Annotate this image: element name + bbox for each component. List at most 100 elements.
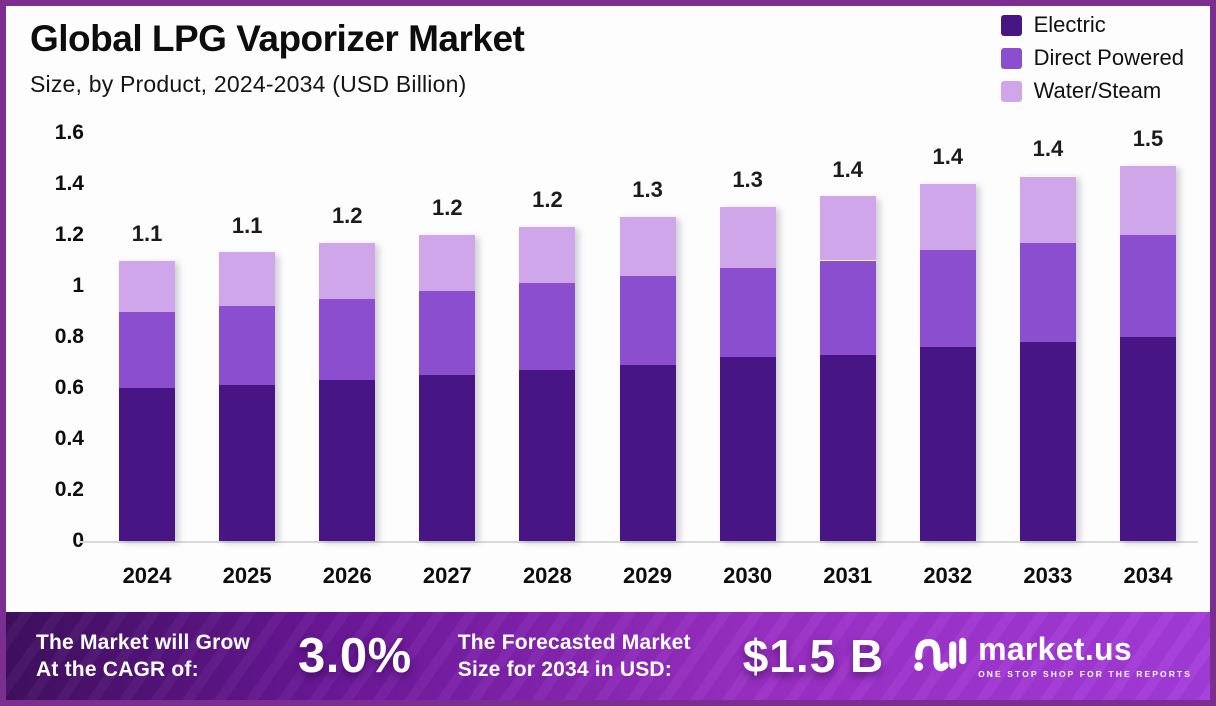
bar-slot-2033: 1.4 xyxy=(998,121,1098,541)
total-label-2032: 1.4 xyxy=(932,144,964,169)
bar-2027 xyxy=(419,235,476,541)
bar-2033 xyxy=(1019,176,1076,541)
segment-electric-2025 xyxy=(219,385,276,541)
brand-name: market.us xyxy=(978,631,1132,667)
total-label-2029: 1.3 xyxy=(632,177,663,202)
segment-water-steam-2029 xyxy=(619,217,676,276)
total-label-2026: 1.2 xyxy=(331,203,363,228)
y-tick-0.2: 0.2 xyxy=(54,478,84,501)
legend-item-direct-powered: Direct Powered xyxy=(1000,45,1184,70)
legend-label: Electric xyxy=(1033,12,1106,37)
x-label-2026: 2026 xyxy=(322,563,372,588)
cagr-label-line1: The Market will Grow xyxy=(36,630,251,654)
bar-2024 xyxy=(119,261,176,541)
plot-area: 1.1 1.1 1.2 1.2 1.2 1.3 1.3 1.4 1.4 1.4 1.5 xyxy=(79,121,1198,543)
bar-2029 xyxy=(619,217,676,541)
total-label-2027: 1.2 xyxy=(432,195,463,220)
bar-slot-2034: 1.5 xyxy=(1098,121,1198,541)
y-tick-1.4: 1.4 xyxy=(54,172,84,195)
bar-2026 xyxy=(319,243,376,541)
x-label-2030: 2030 xyxy=(723,563,773,588)
segment-direct-powered-2032 xyxy=(919,250,976,347)
bar-slot-2029: 1.3 xyxy=(597,121,697,541)
cagr-value: 3.0% xyxy=(298,629,412,683)
x-label-2025: 2025 xyxy=(222,563,272,588)
y-tick-1.6: 1.6 xyxy=(54,121,84,144)
header: Global LPG Vaporizer Market Size, by Pro… xyxy=(30,18,525,98)
legend-swatch xyxy=(1000,14,1022,36)
bar-2034 xyxy=(1119,166,1176,541)
total-label-2030: 1.3 xyxy=(732,167,763,192)
segment-direct-powered-2031 xyxy=(819,261,876,355)
segment-electric-2028 xyxy=(519,370,576,541)
total-label-2034: 1.5 xyxy=(1132,126,1164,151)
bar-slot-2025: 1.1 xyxy=(197,121,297,541)
x-label-2031: 2031 xyxy=(823,563,873,588)
segment-electric-2027 xyxy=(419,375,476,541)
legend: Electric Direct Powered Water/Steam xyxy=(1000,12,1184,113)
y-tick-1: 1 xyxy=(72,274,84,297)
x-label-2034: 2034 xyxy=(1123,563,1173,588)
y-axis: 0 0.2 0.4 0.6 0.8 1 1.2 1.4 1.6 xyxy=(24,121,84,552)
segment-water-steam-2031 xyxy=(819,196,876,260)
bar-slot-2026: 1.2 xyxy=(297,121,397,541)
x-label-2028: 2028 xyxy=(522,563,572,588)
segment-water-steam-2030 xyxy=(719,207,776,268)
segment-water-steam-2025 xyxy=(219,252,276,306)
segment-electric-2030 xyxy=(719,357,776,541)
market-us-logo-icon xyxy=(914,637,967,672)
bar-slot-2032: 1.4 xyxy=(898,121,998,541)
segment-water-steam-2026 xyxy=(319,243,376,299)
forecast-label-line2: Size for 2034 in USD: xyxy=(457,658,672,681)
segment-electric-2034 xyxy=(1119,337,1176,541)
bar-slot-2024: 1.1 xyxy=(97,121,197,541)
legend-item-water-steam: Water/Steam xyxy=(1000,78,1184,103)
bar-slot-2028: 1.2 xyxy=(497,121,597,541)
segment-water-steam-2033 xyxy=(1019,177,1076,243)
legend-item-electric: Electric xyxy=(1000,12,1184,37)
total-label-2024: 1.1 xyxy=(131,221,163,246)
page-subtitle: Size, by Product, 2024-2034 (USD Billion… xyxy=(30,70,467,97)
y-tick-0.6: 0.6 xyxy=(54,376,84,399)
cagr-label-line2: At the CAGR of: xyxy=(36,658,199,681)
bar-2032 xyxy=(919,184,976,541)
y-tick-0.4: 0.4 xyxy=(54,427,84,450)
segment-water-steam-2034 xyxy=(1119,166,1176,235)
segment-electric-2026 xyxy=(319,380,376,541)
y-tick-0.8: 0.8 xyxy=(54,325,84,348)
legend-swatch xyxy=(1000,47,1022,69)
forecast-value: $1.5 B xyxy=(742,630,885,682)
bar-2031 xyxy=(819,196,876,541)
segment-direct-powered-2024 xyxy=(119,311,176,388)
segment-water-steam-2032 xyxy=(919,184,976,250)
segment-direct-powered-2025 xyxy=(219,306,276,385)
segment-water-steam-2027 xyxy=(419,235,476,291)
total-label-2031: 1.4 xyxy=(832,157,863,182)
legend-label: Water/Steam xyxy=(1033,78,1162,103)
x-label-2032: 2032 xyxy=(923,563,973,588)
brand-tagline: ONE STOP SHOP FOR THE REPORTS xyxy=(978,669,1192,679)
x-label-2033: 2033 xyxy=(1023,563,1073,588)
total-label-2025: 1.1 xyxy=(231,213,263,238)
segment-electric-2031 xyxy=(819,355,876,541)
bar-2030 xyxy=(719,207,776,541)
x-label-2027: 2027 xyxy=(422,563,472,588)
segment-direct-powered-2027 xyxy=(419,291,476,375)
x-label-2029: 2029 xyxy=(623,563,672,588)
bar-slot-2027: 1.2 xyxy=(397,121,497,541)
chart-area: 1.1 1.1 1.2 1.2 1.2 1.3 1.3 1.4 1.4 1.4 1.5 2024 20… xyxy=(79,121,1198,589)
market-us-logo[interactable]: market.us ONE STOP SHOP FOR THE REPORTS xyxy=(914,632,1192,680)
cagr-label: The Market will Grow At the CAGR of: xyxy=(36,629,250,684)
page-title: Global LPG Vaporizer Market xyxy=(30,18,525,59)
legend-label: Direct Powered xyxy=(1033,45,1184,70)
segment-water-steam-2024 xyxy=(119,261,176,312)
x-axis-line xyxy=(79,541,1198,543)
segment-direct-powered-2029 xyxy=(619,276,676,365)
x-label-2024: 2024 xyxy=(122,563,172,588)
footer-banner: The Market will Grow At the CAGR of: 3.0… xyxy=(6,612,1210,700)
segment-direct-powered-2026 xyxy=(319,298,376,380)
x-axis-labels: 2024 2025 2026 2027 2028 2029 2030 2031 2032 2033… xyxy=(97,563,1198,589)
forecast-label: The Forecasted Market Size for 2034 in U… xyxy=(458,629,691,684)
y-tick-1.2: 1.2 xyxy=(54,223,84,246)
segment-electric-2029 xyxy=(619,365,676,541)
